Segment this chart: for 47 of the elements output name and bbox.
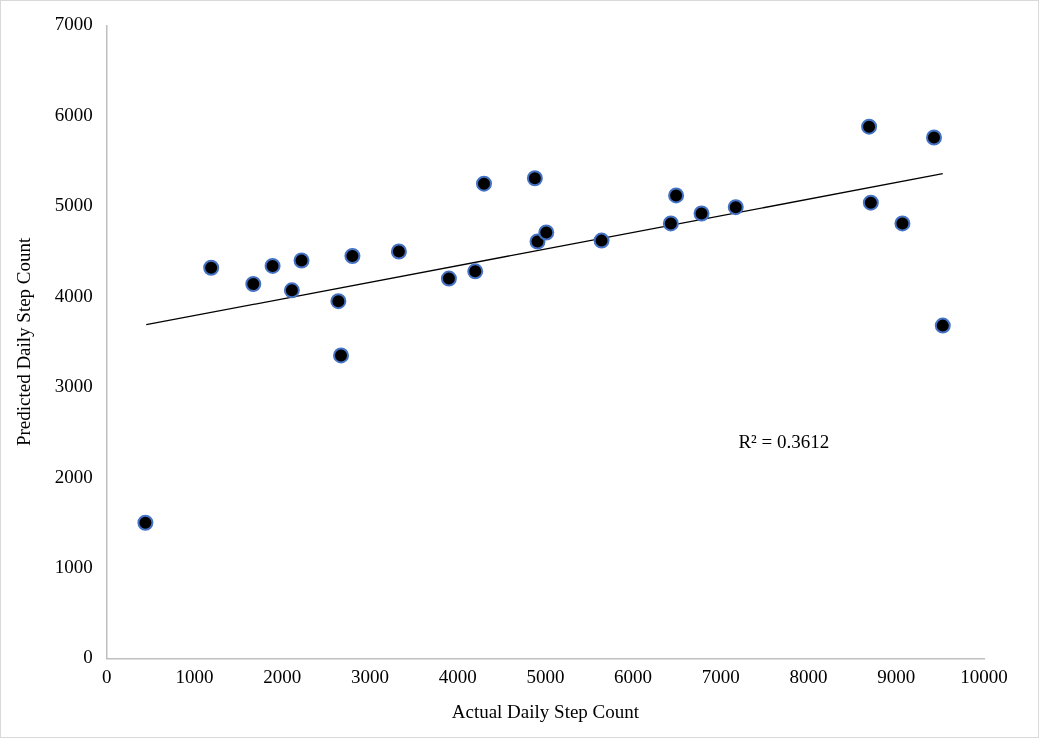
point — [593, 232, 610, 249]
x-tick-label: 7000 — [701, 665, 740, 687]
point — [934, 317, 951, 334]
point — [264, 257, 281, 274]
x-tick-label: 0 — [102, 665, 112, 687]
x-tick-label: 6000 — [614, 665, 653, 687]
x-tick-label: 8000 — [789, 665, 828, 687]
x-axis-title: Actual Daily Step Count — [451, 700, 640, 722]
point — [476, 175, 492, 192]
y-tick-label: 5000 — [54, 194, 93, 216]
y-tick-label: 0 — [83, 646, 93, 668]
point — [137, 514, 154, 531]
point — [390, 243, 407, 260]
y-tick-label: 7000 — [54, 13, 93, 35]
point — [926, 129, 942, 146]
x-tick-label: 4000 — [438, 665, 477, 687]
y-tick-label: 3000 — [54, 375, 93, 397]
point — [203, 259, 220, 276]
point — [467, 263, 484, 280]
point — [668, 187, 685, 204]
x-tick-label: 2000 — [263, 665, 302, 687]
x-tick-label: 3000 — [350, 665, 389, 687]
point — [727, 199, 744, 216]
point — [283, 282, 300, 299]
x-tick-label: 5000 — [526, 665, 565, 687]
x-tick-label: 9000 — [877, 665, 916, 687]
point — [662, 215, 679, 232]
point — [538, 224, 555, 241]
point — [440, 270, 457, 287]
point — [333, 347, 350, 364]
point — [894, 215, 911, 232]
x-tick-label: 10000 — [960, 665, 1008, 687]
point — [862, 194, 879, 211]
point — [344, 247, 361, 264]
y-tick-label: 4000 — [54, 284, 93, 306]
y-tick-label: 2000 — [54, 465, 93, 487]
point — [293, 252, 310, 269]
x-tick-label: 1000 — [175, 665, 214, 687]
y-tick-label: 6000 — [54, 103, 93, 125]
point — [693, 205, 710, 222]
y-tick-label: 1000 — [54, 555, 93, 577]
point — [861, 118, 878, 135]
point — [330, 293, 347, 310]
annotation: R² = 0.3612 — [738, 431, 830, 453]
point — [245, 276, 262, 293]
y-axis-title: Predicted Daily Step Count — [13, 236, 35, 447]
point — [526, 170, 543, 187]
